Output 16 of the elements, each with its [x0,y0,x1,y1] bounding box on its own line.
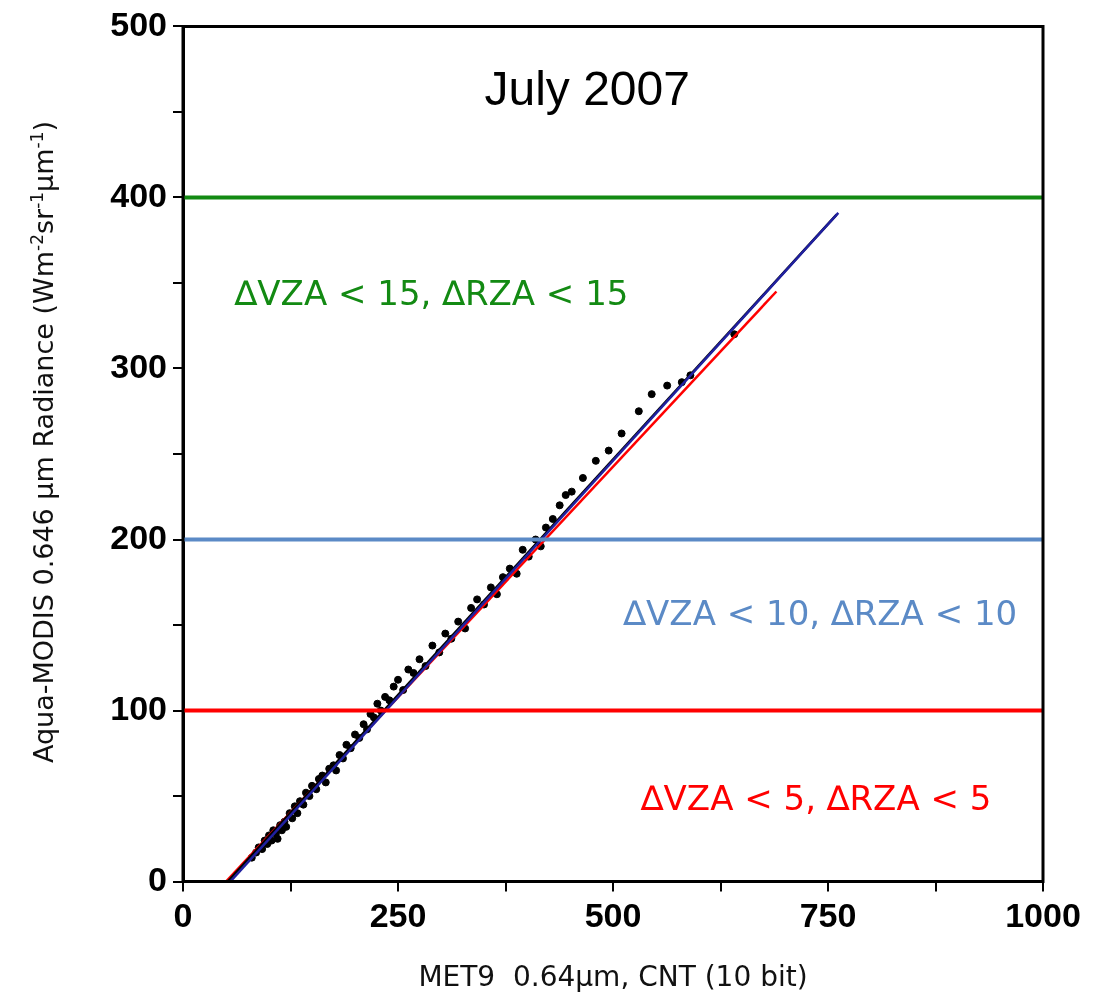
y-tick-label: 100 [110,688,167,727]
y-tick-label: 300 [110,346,167,385]
text: July 2007 [484,61,690,115]
x-tick-label: 500 [584,896,642,935]
ref-line-label: ∆VZA < 15, ∆RZA < 15 [233,273,629,314]
x-tick-label: 750 [799,896,857,935]
ref-line-label: ∆VZA < 10, ∆RZA < 10 [622,593,1018,634]
y-tick-label: 200 [110,517,167,556]
x-axis-title: MET9 0.64µm, CNT (10 bit) [418,960,808,994]
x-tick-label: 1000 [1005,896,1081,935]
x-tick-label: 250 [369,896,427,935]
y-tick-label: 500 [110,4,167,43]
y-tick-label: 0 [148,859,167,898]
x-tick-label: 0 [173,896,193,935]
ref-line-label: ∆VZA < 5, ∆RZA < 5 [639,778,992,819]
y-tick-label: 400 [110,175,167,214]
